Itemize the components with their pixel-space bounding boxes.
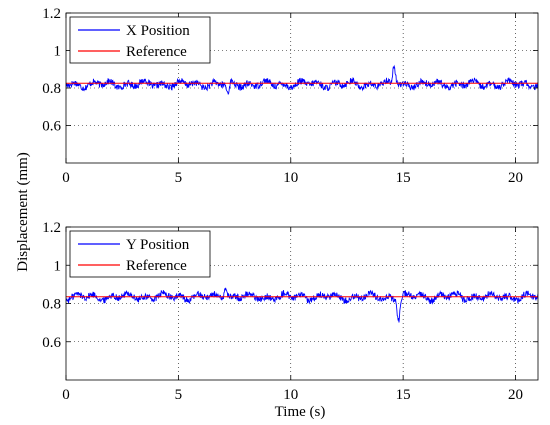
x-tick-label: 5	[175, 387, 183, 403]
legend-label: Y Position	[126, 237, 190, 253]
legend: Y Position Reference	[69, 230, 211, 278]
x-tick-label: 0	[62, 170, 70, 186]
x-tick-label: 10	[283, 170, 298, 186]
x-tick-label: 0	[62, 387, 70, 403]
x-tick-label: 15	[396, 170, 411, 186]
x-tick-label: 5	[175, 170, 183, 186]
y-tick-label: 1	[54, 44, 62, 60]
subplot-1: 0 5 10 15 20 0.6 0.8 1 1.2 X Position Reference	[42, 6, 539, 186]
legend-box	[69, 230, 211, 278]
y-tick-label: 1.2	[42, 6, 61, 22]
y-tick-label: 0.6	[42, 119, 61, 135]
x-tick-label: 20	[508, 387, 523, 403]
series-group	[66, 64, 538, 96]
x-tick-label: 15	[396, 387, 411, 403]
y-tick-label: 1.2	[42, 220, 61, 236]
series-line-y-position	[66, 287, 538, 323]
legend-box	[69, 16, 211, 64]
subplot-2: 0 5 10 15 20 0.6 0.8 1 1.2 Y Position Reference	[42, 220, 539, 403]
legend: X Position Reference	[69, 16, 211, 64]
y-tick-label: 1	[54, 258, 62, 274]
y-tick-label: 0.6	[42, 335, 61, 351]
legend-label: Reference	[126, 258, 187, 274]
legend-label: X Position	[126, 23, 190, 39]
y-tick-label: 0.8	[42, 297, 61, 313]
shared-y-axis-label: Displacement (mm)	[15, 152, 31, 272]
x-tick-label: 10	[283, 387, 298, 403]
series-group	[66, 287, 538, 323]
legend-label: Reference	[126, 44, 187, 60]
series-line-x-position	[66, 64, 538, 96]
y-tick-label: 0.8	[42, 81, 61, 97]
shared-x-axis-label: Time (s)	[275, 404, 326, 420]
x-tick-label: 20	[508, 170, 523, 186]
